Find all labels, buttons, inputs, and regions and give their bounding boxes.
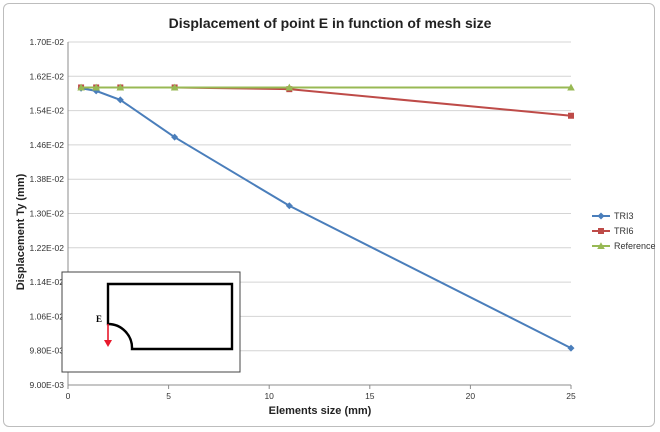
legend-swatch-marker — [598, 228, 604, 234]
data-point — [77, 83, 85, 91]
chart-canvas: Displacement of point E in function of m… — [15, 15, 656, 417]
legend-item-tri6: TRI6 — [592, 226, 634, 236]
legend-label: Reference — [614, 241, 656, 251]
inset-point-label: E — [96, 314, 102, 324]
y-tick-label: 1.14E-02 — [30, 277, 65, 287]
data-point — [92, 83, 100, 91]
inset-arrow-head — [104, 340, 112, 347]
x-axis-title: Elements size (mm) — [269, 405, 372, 417]
y-tick-label: 1.54E-02 — [30, 106, 65, 116]
x-tick-label: 0 — [66, 391, 71, 401]
y-tick-label: 1.30E-02 — [30, 209, 65, 219]
data-point — [285, 83, 294, 91]
y-tick-label: 1.70E-02 — [30, 37, 65, 47]
legend-label: TRI6 — [614, 226, 634, 236]
legend-swatch-marker — [597, 242, 605, 249]
series-tri6 — [78, 84, 574, 119]
series-line — [81, 86, 572, 117]
data-point — [567, 344, 575, 352]
chart-title: Displacement of point E in function of m… — [169, 15, 492, 31]
data-point — [567, 83, 575, 91]
inset-box — [61, 271, 241, 373]
x-axis-ticks: 0 5 10 15 20 25 — [66, 385, 576, 401]
data-point — [116, 96, 124, 104]
inset-shape — [106, 282, 234, 351]
data-point — [170, 83, 179, 91]
series-layer — [77, 83, 575, 352]
y-axis-title: Displacement Ty (mm) — [15, 173, 27, 290]
y-tick-label: 1.22E-02 — [30, 243, 65, 253]
chart-frame: Displacement of point E in function of m… — [3, 3, 656, 427]
legend-item-tri3: TRI3 — [592, 211, 634, 221]
y-tick-label: 1.62E-02 — [30, 71, 65, 81]
legend-swatch-marker — [597, 212, 605, 220]
x-tick-label: 25 — [566, 391, 576, 401]
y-tick-label: 9.00E-03 — [30, 380, 65, 390]
x-tick-label: 5 — [166, 391, 171, 401]
legend-item-reference: Reference — [592, 241, 656, 251]
x-tick-label: 20 — [466, 391, 476, 401]
y-tick-label: 1.46E-02 — [30, 140, 65, 150]
data-point — [285, 202, 293, 210]
y-tick-label: 1.06E-02 — [30, 311, 65, 321]
y-axis-ticks: 9.00E-03 9.80E-03 1.06E-02 1.14E-02 1.22E-02… — [30, 37, 65, 390]
legend-label: TRI3 — [614, 211, 634, 221]
series-reference — [77, 83, 575, 91]
data-point — [171, 133, 179, 141]
x-tick-label: 15 — [365, 391, 375, 401]
data-point — [116, 83, 125, 91]
x-tick-label: 10 — [264, 391, 274, 401]
y-tick-label: 1.38E-02 — [30, 174, 65, 184]
inset-diagram: E — [61, 271, 241, 373]
legend: TRI3 TRI6 Reference — [592, 211, 656, 251]
data-point — [568, 112, 574, 119]
y-tick-label: 9.80E-03 — [30, 346, 65, 356]
